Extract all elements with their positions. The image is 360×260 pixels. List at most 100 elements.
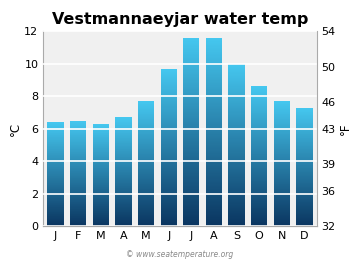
Bar bbox=[138, 196, 154, 197]
Bar bbox=[115, 144, 132, 145]
Bar bbox=[274, 189, 290, 190]
Bar bbox=[183, 92, 199, 93]
Bar bbox=[48, 139, 64, 140]
Bar bbox=[296, 163, 312, 164]
Bar bbox=[115, 192, 132, 193]
Bar bbox=[183, 222, 199, 224]
Bar bbox=[138, 103, 154, 105]
Bar bbox=[228, 157, 245, 158]
Bar bbox=[93, 190, 109, 191]
Bar bbox=[115, 133, 132, 134]
Bar bbox=[115, 139, 132, 140]
Bar bbox=[48, 220, 64, 221]
Bar bbox=[183, 84, 199, 86]
Bar bbox=[206, 131, 222, 132]
Bar bbox=[251, 161, 267, 162]
Bar bbox=[93, 172, 109, 173]
Bar bbox=[138, 127, 154, 128]
Bar bbox=[296, 200, 312, 201]
Bar bbox=[115, 206, 132, 207]
Bar bbox=[228, 195, 245, 196]
Bar bbox=[138, 156, 154, 157]
Bar bbox=[70, 137, 86, 138]
Bar bbox=[251, 114, 267, 115]
Bar bbox=[183, 134, 199, 136]
Bar bbox=[228, 165, 245, 166]
Bar bbox=[274, 139, 290, 140]
Bar bbox=[70, 124, 86, 125]
Bar bbox=[115, 173, 132, 174]
Bar bbox=[228, 82, 245, 83]
Bar bbox=[206, 102, 222, 103]
Bar bbox=[183, 185, 199, 186]
Bar bbox=[274, 177, 290, 178]
Bar bbox=[93, 196, 109, 197]
Bar bbox=[161, 160, 177, 161]
Bar bbox=[138, 219, 154, 220]
Bar bbox=[296, 125, 312, 126]
Bar bbox=[161, 141, 177, 142]
Bar bbox=[274, 117, 290, 118]
Bar bbox=[138, 197, 154, 198]
Bar bbox=[115, 190, 132, 191]
Bar bbox=[228, 149, 245, 150]
Bar bbox=[274, 198, 290, 199]
Bar bbox=[228, 213, 245, 214]
Bar bbox=[296, 219, 312, 220]
Bar bbox=[183, 109, 199, 110]
Bar bbox=[251, 178, 267, 179]
Bar bbox=[70, 164, 86, 165]
Bar bbox=[138, 214, 154, 215]
Bar bbox=[161, 177, 177, 178]
Bar bbox=[70, 160, 86, 161]
Bar bbox=[228, 111, 245, 112]
Bar bbox=[274, 193, 290, 194]
Bar bbox=[161, 172, 177, 173]
Bar bbox=[228, 201, 245, 202]
Bar bbox=[274, 166, 290, 167]
Bar bbox=[296, 194, 312, 195]
Bar bbox=[138, 116, 154, 117]
Bar bbox=[48, 124, 64, 125]
Bar bbox=[274, 215, 290, 216]
Bar bbox=[251, 98, 267, 99]
Bar bbox=[70, 133, 86, 134]
Bar bbox=[115, 117, 132, 118]
Bar bbox=[228, 97, 245, 98]
Bar bbox=[161, 133, 177, 134]
Bar bbox=[206, 168, 222, 170]
Bar bbox=[228, 109, 245, 110]
Bar bbox=[70, 175, 86, 176]
Bar bbox=[274, 125, 290, 126]
Bar bbox=[274, 187, 290, 188]
Bar bbox=[93, 147, 109, 148]
Bar bbox=[183, 95, 199, 97]
Bar bbox=[296, 213, 312, 214]
Bar bbox=[70, 196, 86, 197]
Bar bbox=[274, 181, 290, 182]
Bar bbox=[296, 159, 312, 160]
Bar bbox=[115, 176, 132, 177]
Bar bbox=[183, 122, 199, 123]
Bar bbox=[228, 128, 245, 129]
Bar bbox=[206, 177, 222, 178]
Bar bbox=[296, 127, 312, 128]
Bar bbox=[138, 179, 154, 180]
Bar bbox=[206, 160, 222, 161]
Bar bbox=[206, 165, 222, 166]
Bar bbox=[274, 112, 290, 113]
Bar bbox=[228, 80, 245, 81]
Bar bbox=[183, 196, 199, 197]
Bar bbox=[115, 124, 132, 125]
Bar bbox=[296, 207, 312, 208]
Bar bbox=[228, 216, 245, 218]
Bar bbox=[251, 154, 267, 155]
Bar bbox=[206, 187, 222, 188]
Bar bbox=[93, 154, 109, 155]
Bar bbox=[251, 92, 267, 93]
Bar bbox=[296, 204, 312, 205]
Bar bbox=[251, 101, 267, 102]
Bar bbox=[93, 194, 109, 195]
Bar bbox=[228, 148, 245, 149]
Bar bbox=[161, 196, 177, 197]
